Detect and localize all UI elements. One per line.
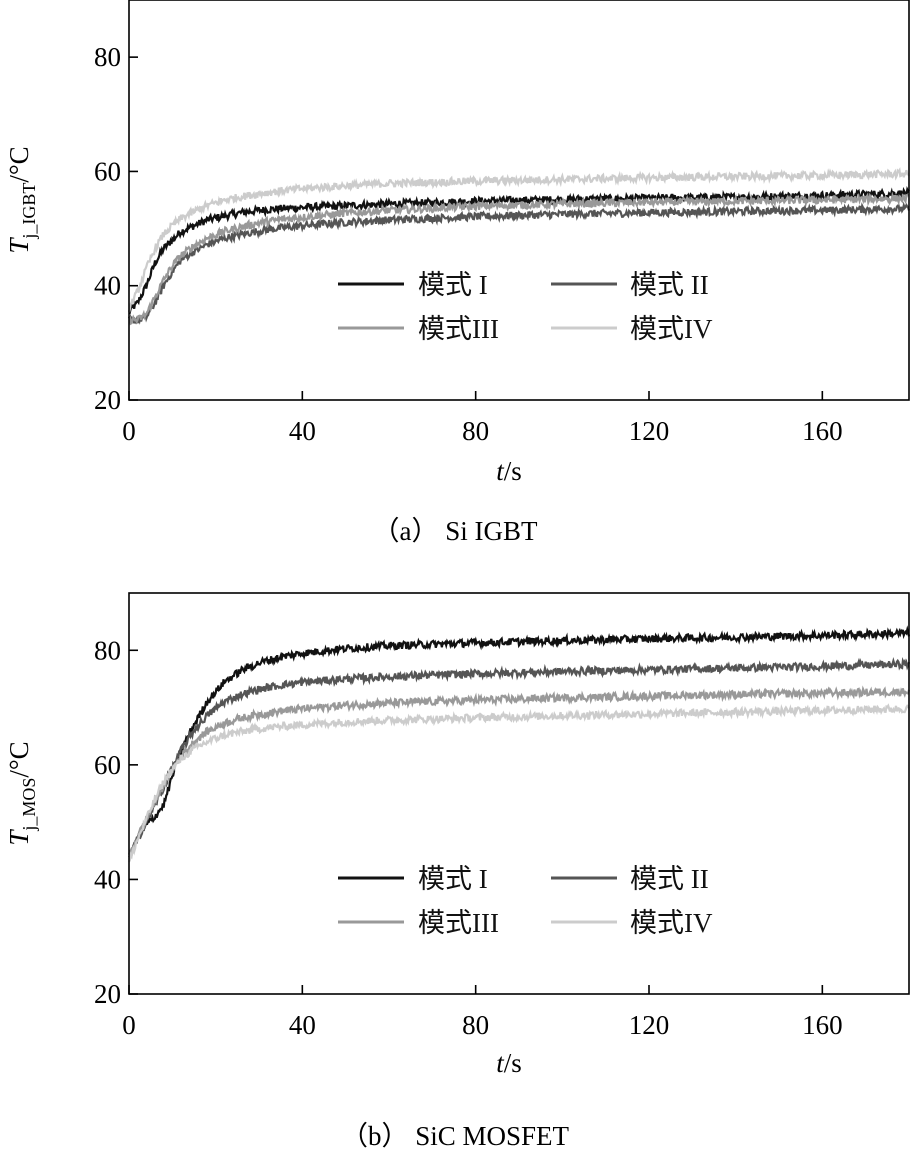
chart-a-svg: 20 40 60 80 0 40 80 120 160 t/s Tj_IGBT/°C 模式 I 模式 I… xyxy=(4,0,911,546)
chart-b-legend-label-4: 模式IV xyxy=(630,908,713,938)
chart-a-y-axis-title: Tj_IGBT/°C xyxy=(4,146,39,253)
chart-a-legend-label-4: 模式IV xyxy=(630,314,713,344)
chart-a-x-tick-label: 0 xyxy=(122,416,136,446)
chart-b-y-tick-label: 60 xyxy=(94,750,121,780)
chart-a-series-line-2 xyxy=(127,201,911,325)
chart-b-y-tick-label: 40 xyxy=(94,864,121,894)
chart-a-series-line-4 xyxy=(127,167,910,313)
chart-a-plot-frame xyxy=(128,0,910,401)
chart-a-x-tick-label: 80 xyxy=(462,416,489,446)
chart-b-legend-label-3: 模式III xyxy=(418,908,499,938)
chart-a-legend-label-3: 模式III xyxy=(418,314,499,344)
chart-a-x-tick-label: 120 xyxy=(629,416,670,446)
chart-panel-a: 20 40 60 80 0 40 80 120 160 t/s Tj_IGBT/°C 模式 I 模式 I… xyxy=(0,0,911,570)
chart-b-series-line-4 xyxy=(128,703,910,863)
chart-a-y-tick-label: 80 xyxy=(94,42,121,72)
chart-a-y-tick-label: 40 xyxy=(94,271,121,301)
chart-a-x-tick-label: 40 xyxy=(289,416,316,446)
chart-b-legend-label-1: 模式 I xyxy=(418,864,488,894)
chart-b-plot-frame xyxy=(128,592,910,995)
chart-a-x-tick-label: 160 xyxy=(802,416,843,446)
chart-panel-b: 20 40 60 80 0 40 80 120 160 t/s Tj_MOS/°C 模式 I 模式 II… xyxy=(0,590,911,1160)
chart-b-legend-label-2: 模式 II xyxy=(630,864,709,894)
chart-b-x-axis-title: t/s xyxy=(496,1048,522,1078)
chart-a-y-tick-label: 20 xyxy=(94,385,121,415)
chart-a-legend-label-2: 模式 II xyxy=(630,270,709,300)
chart-b-caption: （b） SiC MOSFET xyxy=(341,1121,570,1151)
chart-a-y-tick-label: 60 xyxy=(94,156,121,186)
chart-b-series-line-1 xyxy=(128,625,911,859)
chart-a-series-line-3 xyxy=(128,191,910,326)
chart-b-svg: 20 40 60 80 0 40 80 120 160 t/s Tj_MOS/°C 模式 I 模式 II… xyxy=(4,592,911,1151)
chart-a-x-axis-title: t/s xyxy=(496,456,522,486)
chart-a-legend-label-1: 模式 I xyxy=(418,270,488,300)
chart-b-x-tick-label: 40 xyxy=(289,1010,316,1040)
chart-b-x-tick-label: 120 xyxy=(629,1010,670,1040)
chart-b-y-axis-title: Tj_MOS/°C xyxy=(4,741,39,845)
chart-b-series-line-3 xyxy=(127,685,911,857)
chart-b-series-line-2 xyxy=(128,656,911,858)
chart-b-x-tick-label: 160 xyxy=(802,1010,843,1040)
chart-b-x-tick-label: 0 xyxy=(122,1010,136,1040)
chart-b-y-tick-label: 20 xyxy=(94,979,121,1009)
chart-b-y-tick-label: 80 xyxy=(94,635,121,665)
chart-b-x-tick-label: 80 xyxy=(462,1010,489,1040)
chart-a-caption: （a） Si IGBT xyxy=(373,516,538,546)
